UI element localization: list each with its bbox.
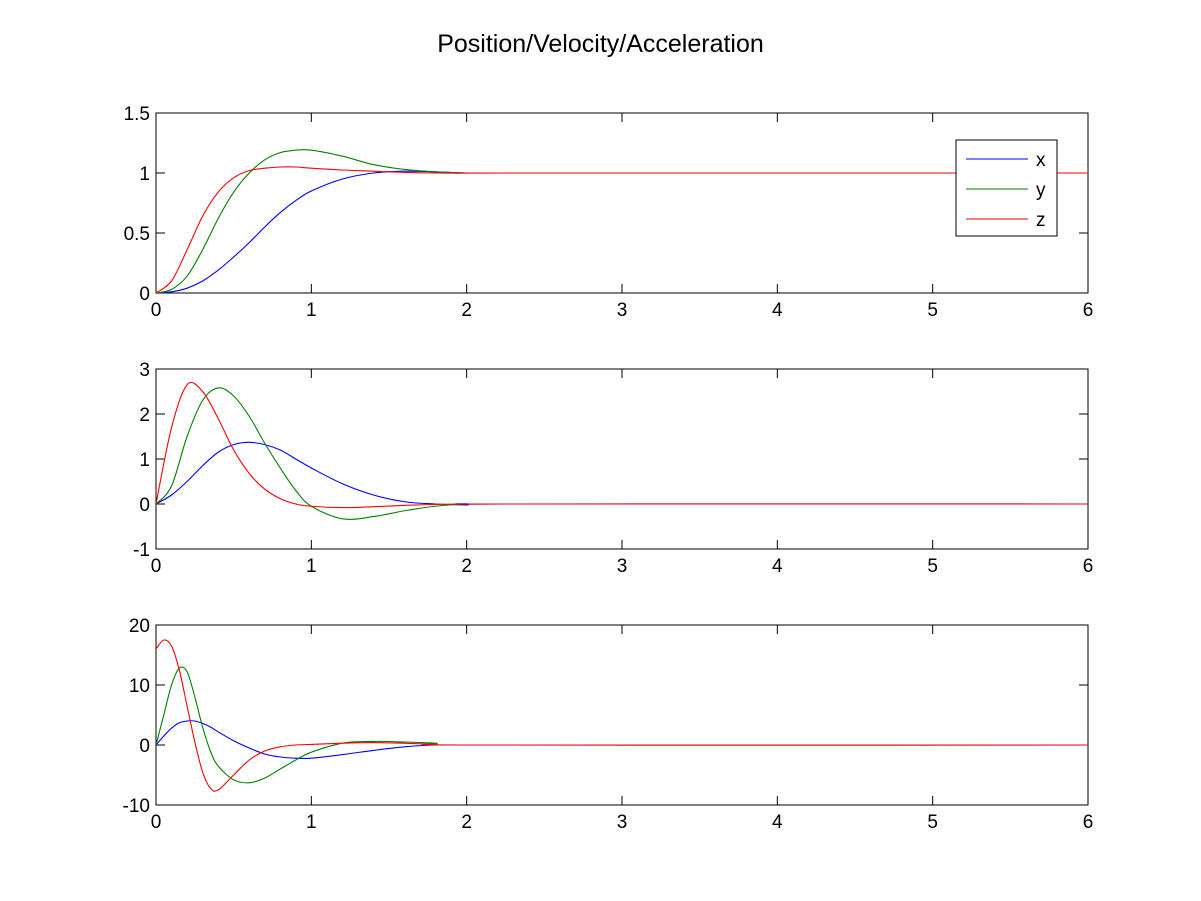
y-tick-label: 1 [139,164,150,185]
y-tick-label: 20 [129,616,150,637]
x-tick-label: 3 [617,300,628,321]
x-tick-label: 4 [772,556,783,577]
x-tick-label: 3 [617,812,628,833]
position-series-z-line [156,166,1088,293]
position-subplot: 0 1 2 3 4 5 6 0 0.5 1 1.5 xyz [124,104,1094,321]
x-tick-label: 1 [306,300,317,321]
y-tick-label: 3 [139,360,150,381]
y-tick-label: -1 [133,540,150,561]
y-tick-label: 2 [139,405,150,426]
x-tick-label: 0 [151,556,162,577]
legend: xyz [955,139,1058,237]
x-tick-label: 6 [1083,556,1094,577]
x-tick-label: 2 [461,300,472,321]
x-tick-label: 5 [927,300,938,321]
x-tick-label: 0 [151,812,162,833]
acceleration-axes-box [155,624,1089,806]
y-tick-label: -10 [123,796,150,817]
x-tick-label: 0 [151,300,162,321]
y-tick-label: 0 [139,495,150,516]
x-tick-label: 3 [617,556,628,577]
legend-label-y: y [1036,180,1046,201]
legend-label-x: x [1036,150,1046,171]
y-tick-label: 0 [139,736,150,757]
y-tick-label: 0 [139,284,150,305]
y-tick-label: 1.5 [124,104,150,125]
figure-title: Position/Velocity/Acceleration [437,30,764,58]
x-tick-label: 1 [306,812,317,833]
x-tick-label: 4 [772,300,783,321]
x-tick-label: 1 [306,556,317,577]
x-tick-label: 6 [1083,812,1094,833]
velocity-series-z-line [156,381,1088,509]
x-tick-label: 2 [461,556,472,577]
legend-label-z: z [1036,210,1046,231]
y-tick-label: 0.5 [124,224,150,245]
x-tick-label: 2 [461,812,472,833]
x-tick-label: 5 [927,812,938,833]
x-tick-label: 6 [1083,300,1094,321]
x-tick-label: 5 [927,556,938,577]
x-tick-label: 4 [772,812,783,833]
y-tick-label: 10 [129,676,150,697]
y-tick-label: 1 [139,450,150,471]
position-axes-box [155,112,1089,294]
legend-box [955,139,1058,237]
acceleration-series-z-line [156,639,1088,792]
